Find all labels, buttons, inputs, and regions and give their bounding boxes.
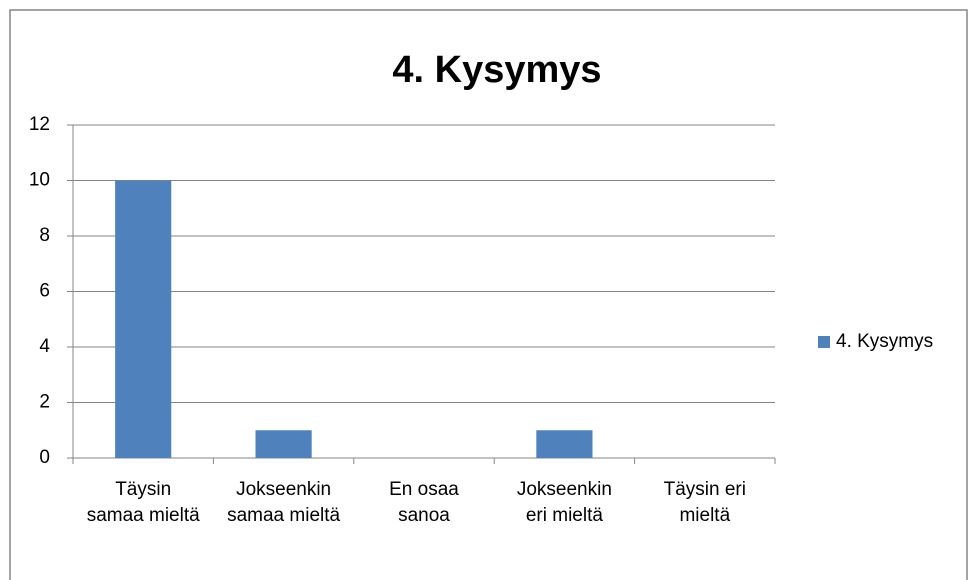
bar [536,430,593,458]
x-tick-label: En osaa sanoa [389,479,459,526]
chart-title: 4. Kysymys [392,49,601,91]
bar [255,430,312,458]
y-tick-label: 6 [39,281,50,302]
y-tick-label: 4 [39,336,50,357]
y-tick-label: 0 [39,447,50,468]
legend-swatch [818,336,830,348]
x-tick-label: Jokseenkin eri mieltä [516,479,612,526]
y-tick-label: 10 [29,170,50,191]
x-tick-label: Täysin eri mieltä [663,479,746,526]
y-tick-label: 12 [29,114,50,135]
x-tick-label: Jokseenkin samaa mieltä [227,479,341,526]
x-tick-label: Täysin samaa mieltä [86,479,200,526]
y-tick-label: 2 [39,392,50,413]
bar [115,180,172,458]
legend-label: 4. Kysymys [836,331,933,352]
y-tick-label: 8 [39,225,50,246]
